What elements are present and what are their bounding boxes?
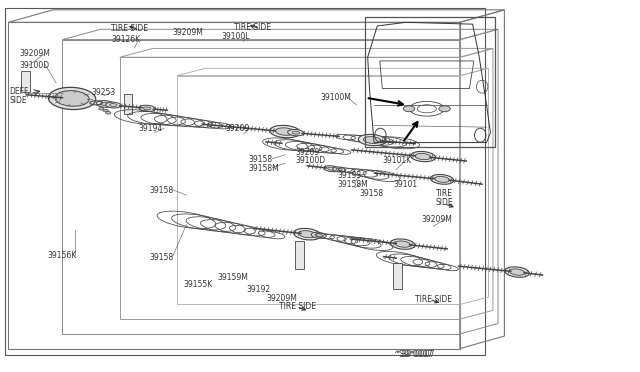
Ellipse shape	[292, 131, 300, 134]
Text: 39158: 39158	[360, 189, 383, 198]
Ellipse shape	[139, 105, 156, 112]
Ellipse shape	[96, 100, 114, 108]
Ellipse shape	[358, 134, 386, 146]
Text: 39101K: 39101K	[382, 157, 412, 166]
Bar	[365, 17, 495, 147]
Text: 39126K: 39126K	[111, 35, 141, 44]
Text: 39209: 39209	[226, 125, 250, 134]
Text: 39193: 39193	[338, 171, 362, 180]
Ellipse shape	[103, 109, 108, 112]
Ellipse shape	[336, 168, 342, 171]
Text: 39100D: 39100D	[296, 157, 326, 166]
Ellipse shape	[311, 232, 326, 238]
Ellipse shape	[109, 104, 117, 106]
Ellipse shape	[415, 154, 431, 160]
Ellipse shape	[324, 166, 339, 172]
Ellipse shape	[328, 167, 335, 170]
Text: SIDE: SIDE	[10, 96, 28, 105]
Text: 39159M: 39159M	[217, 273, 248, 282]
Text: 39209M: 39209M	[173, 28, 204, 37]
Text: 39100M: 39100M	[320, 93, 351, 102]
Text: 39194: 39194	[139, 125, 163, 134]
Text: ^39*0007: ^39*0007	[395, 350, 435, 359]
Text: DEFF: DEFF	[10, 87, 29, 96]
Text: 39209M: 39209M	[266, 294, 297, 303]
Text: 39156K: 39156K	[48, 251, 77, 260]
Text: 39100L: 39100L	[221, 32, 250, 41]
Ellipse shape	[435, 176, 449, 182]
Text: 39158M: 39158M	[338, 180, 369, 189]
Text: TIRE SIDE: TIRE SIDE	[278, 302, 316, 311]
Ellipse shape	[99, 108, 104, 110]
Text: 39253: 39253	[91, 88, 115, 97]
Text: ^39*0007: ^39*0007	[393, 350, 433, 359]
Ellipse shape	[403, 106, 415, 112]
Ellipse shape	[431, 174, 454, 184]
Text: 39209M: 39209M	[20, 49, 51, 58]
Bar	[5, 7, 485, 355]
Ellipse shape	[505, 267, 529, 277]
Text: 39158: 39158	[150, 186, 173, 195]
Ellipse shape	[143, 107, 151, 110]
Text: 39158M: 39158M	[249, 164, 280, 173]
Ellipse shape	[395, 241, 410, 247]
Ellipse shape	[439, 106, 451, 112]
Text: SIDE: SIDE	[436, 198, 453, 207]
Ellipse shape	[509, 269, 525, 275]
Polygon shape	[295, 241, 304, 269]
Text: 39100D: 39100D	[20, 61, 50, 70]
Text: TIRE SIDE: TIRE SIDE	[234, 23, 271, 32]
Text: TIRE: TIRE	[436, 189, 452, 198]
Text: 39209: 39209	[296, 148, 320, 157]
Polygon shape	[393, 263, 402, 289]
Text: 39192: 39192	[247, 285, 271, 294]
Ellipse shape	[287, 129, 304, 136]
Text: 39209M: 39209M	[422, 215, 452, 224]
Text: TIRE SIDE: TIRE SIDE	[111, 24, 148, 33]
Ellipse shape	[106, 112, 111, 114]
Polygon shape	[124, 94, 132, 114]
Ellipse shape	[270, 125, 300, 138]
Text: TIRE SIDE: TIRE SIDE	[415, 295, 452, 304]
Ellipse shape	[364, 137, 381, 144]
Ellipse shape	[100, 102, 109, 106]
Ellipse shape	[106, 102, 121, 108]
Ellipse shape	[390, 239, 415, 249]
Ellipse shape	[55, 91, 89, 106]
Text: 39155K: 39155K	[183, 280, 212, 289]
Polygon shape	[21, 71, 30, 92]
Ellipse shape	[411, 151, 435, 162]
Ellipse shape	[275, 128, 294, 135]
Ellipse shape	[333, 167, 346, 172]
Text: 39158: 39158	[150, 253, 173, 262]
Text: 39158: 39158	[249, 155, 273, 164]
Text: 39101: 39101	[393, 180, 417, 189]
Ellipse shape	[294, 228, 321, 240]
Ellipse shape	[315, 234, 323, 237]
Ellipse shape	[299, 231, 316, 238]
Ellipse shape	[48, 87, 96, 110]
